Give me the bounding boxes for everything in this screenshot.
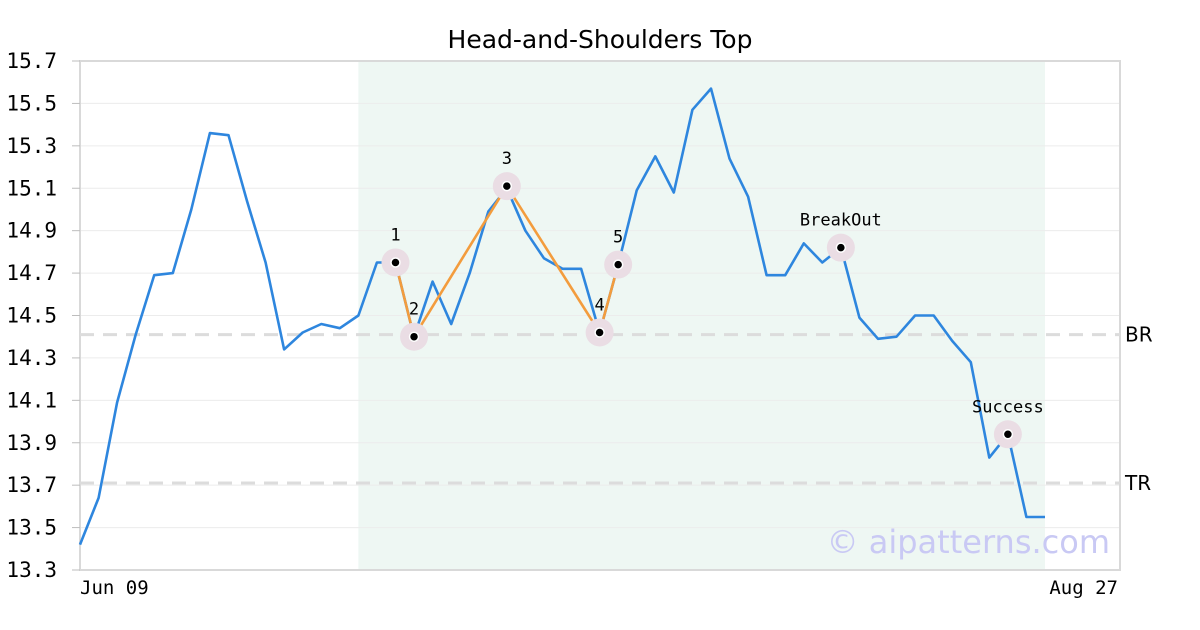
event-point-breakout: BreakOut [800,211,882,262]
pattern-point-4: 4 [585,295,614,347]
y-tick-label: 14.1 [6,388,57,412]
level-label-tr: TR [1124,471,1151,495]
point-dot [390,257,401,268]
y-tick-label: 14.5 [6,304,57,328]
x-tick-end: Aug 27 [1049,577,1118,599]
grid-lines [80,60,1120,571]
series-line [78,87,1045,546]
point-dot [501,180,513,192]
y-tick-label: 13.7 [6,473,57,497]
point-dot [594,327,605,338]
chart-title: Head-and-Shoulders Top [448,25,753,54]
pattern-point-3: 3 [492,149,521,201]
pattern-point-5: 5 [604,228,633,279]
pattern-label: 4 [594,295,604,315]
event-label: Success [972,397,1044,417]
level-label-br: BR [1125,323,1153,347]
y-tick-label: 13.3 [6,558,57,582]
event-label: BreakOut [800,211,882,231]
pattern-point-1: 1 [381,225,410,277]
y-tick-label: 15.1 [6,176,57,200]
point-dot [1002,429,1014,440]
y-tick-label: 15.3 [6,134,57,158]
pattern-label: 3 [502,149,512,169]
pattern-label: 2 [409,300,419,320]
y-tick-label: 15.5 [6,91,57,115]
point-dot [612,259,624,270]
watermark: © aipatterns.com [827,523,1110,561]
y-axis-ticks: 13.3 13.5 13.7 13.9 14.1 14.3 14.5 14.7 14.9 15.1… [6,49,80,582]
y-tick-label: 13.9 [6,431,57,455]
y-tick-label: 14.3 [6,346,57,370]
point-dot [408,331,420,342]
event-point-success: Success [972,397,1044,449]
y-tick-label: 14.9 [6,219,57,243]
pattern-label: 5 [613,228,623,248]
y-tick-label: 13.5 [6,516,57,540]
x-tick-start: Jun 09 [80,577,149,599]
pattern-label: 1 [390,225,400,245]
y-tick-label: 15.7 [6,49,57,73]
pattern-point-2: 2 [400,300,429,351]
point-dot [835,242,847,253]
pattern-points: 1 2 3 4 5 BreakOut Success [381,149,1044,449]
y-tick-label: 14.7 [6,261,57,285]
price-series [78,87,1045,546]
